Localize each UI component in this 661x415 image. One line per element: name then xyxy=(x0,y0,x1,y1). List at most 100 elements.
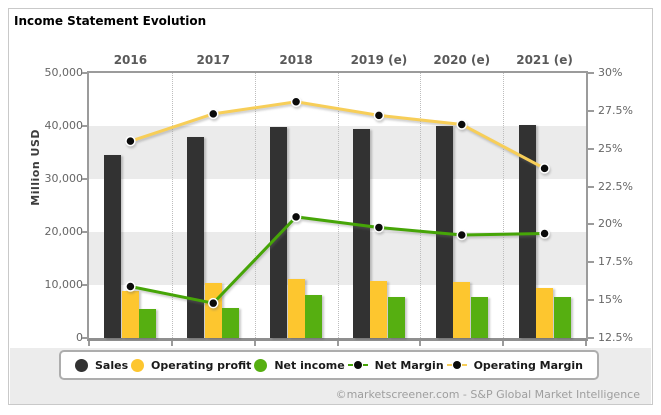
right-axis-tick-label: 20% xyxy=(598,217,623,231)
left-axis-tick-label: 40,000 xyxy=(44,119,84,132)
operating-margin-point xyxy=(539,163,550,174)
bar-sales xyxy=(518,125,536,338)
bar-operating-profit xyxy=(453,281,471,338)
bar-operating-profit xyxy=(121,291,139,338)
right-axis-tick-label: 12.5% xyxy=(598,331,633,344)
right-axis-tick-label: 27.5% xyxy=(598,103,633,117)
net-margin-point xyxy=(456,229,467,241)
bar-net-income xyxy=(139,308,157,338)
legend-dash xyxy=(362,364,368,366)
legend-label: Net income xyxy=(274,358,345,372)
x-axis-tick xyxy=(336,341,339,346)
right-axis-tick-label: 30% xyxy=(598,66,623,79)
bar-net-income xyxy=(470,297,488,338)
bar-sales xyxy=(270,126,288,338)
right-axis-tick-label: 22.5% xyxy=(598,179,633,193)
income-statement-widget: Income Statement Evolution Million USD 2… xyxy=(8,8,653,405)
bar-sales xyxy=(104,155,122,338)
vertical-gridline xyxy=(503,73,505,338)
bar-operating-profit xyxy=(536,288,554,338)
year-label: 2018 xyxy=(279,53,313,67)
left-axis-tick xyxy=(82,231,88,233)
operating-margin-point xyxy=(125,135,136,147)
left-axis-title: Million USD xyxy=(29,129,42,206)
legend-dash xyxy=(446,364,452,366)
net-margin-line xyxy=(130,215,545,305)
right-axis-tick xyxy=(588,299,594,302)
legend-label: Sales xyxy=(95,358,129,372)
left-axis-tick-label: 30,000 xyxy=(44,172,84,185)
legend-dot xyxy=(452,361,461,369)
year-label: 2019 (e) xyxy=(350,53,408,67)
operating-margin-point xyxy=(456,119,467,130)
right-axis-tick xyxy=(588,109,594,112)
left-axis-tick-label: 50,000 xyxy=(44,66,84,79)
year-label: 2016 xyxy=(113,53,148,67)
vertical-gridline xyxy=(254,73,256,338)
legend-label: Net Margin xyxy=(374,358,444,372)
right-axis-tick xyxy=(588,185,594,188)
legend-dash xyxy=(347,364,353,366)
left-axis-tick-label: 20,000 xyxy=(44,225,84,238)
net-margin-point xyxy=(539,228,550,239)
x-axis-tick xyxy=(88,341,90,346)
bar-net-income xyxy=(305,294,323,338)
right-axis-tick-label: 15% xyxy=(598,293,623,307)
legend-item-net-income[interactable]: Net income xyxy=(254,358,345,372)
bar-sales xyxy=(352,128,370,338)
net-margin-point xyxy=(373,222,385,233)
plot-area xyxy=(89,73,586,338)
right-axis-tick xyxy=(588,223,594,226)
left-axis-tick-label: 0 xyxy=(76,331,83,344)
legend: Sales Operating profit Net income Net Margi… xyxy=(59,350,599,380)
chart-canvas: Million USD 2016 2017 2018 2019 (e) 2020 (e)… xyxy=(9,9,652,404)
legend-item-sales[interactable]: Sales xyxy=(75,358,129,372)
right-axis-tick-label: 25% xyxy=(598,141,623,155)
legend-label: Operating profit xyxy=(151,358,252,372)
legend-item-net-margin[interactable]: Net Margin xyxy=(347,358,444,372)
vertical-gridline xyxy=(337,73,339,338)
margin-lines-layer xyxy=(125,96,550,309)
vertical-gridline xyxy=(171,73,173,338)
left-axis-tick xyxy=(82,125,88,127)
bar-net-income xyxy=(387,297,405,338)
legend-label: Operating Margin xyxy=(473,358,583,372)
right-axis-tick xyxy=(588,147,594,150)
operating-margin-line xyxy=(129,100,546,170)
x-axis-tick xyxy=(585,341,587,346)
x-axis-tick xyxy=(502,341,505,346)
footer-credit: ©marketscreener.com - S&P Global Market … xyxy=(335,388,640,401)
legend-item-operating-margin[interactable]: Operating Margin xyxy=(446,358,583,372)
bar-operating-profit xyxy=(287,279,305,338)
right-axis-tick-label: 17.5% xyxy=(598,255,633,269)
x-axis-tick xyxy=(419,341,422,346)
left-axis-tick xyxy=(82,72,88,74)
legend-line-marker xyxy=(446,361,467,369)
bar-net-income xyxy=(222,308,240,338)
operating-margin-point xyxy=(373,110,385,121)
legend-line-marker xyxy=(347,361,368,369)
left-axis-tick xyxy=(82,337,88,339)
legend-dash xyxy=(461,364,467,366)
operating-margin-point xyxy=(290,96,302,108)
right-axis-tick xyxy=(588,337,594,339)
bar-operating-profit xyxy=(370,281,388,338)
legend-item-operating-profit[interactable]: Operating profit xyxy=(131,358,252,372)
legend-dot xyxy=(353,361,362,369)
legend-circle-marker xyxy=(75,358,88,372)
right-axis-tick xyxy=(588,72,594,74)
bar-sales xyxy=(187,136,205,338)
x-axis-tick xyxy=(253,341,256,346)
year-label: 2020 (e) xyxy=(433,53,491,67)
bar-net-income xyxy=(553,296,571,338)
net-margin-point xyxy=(208,297,219,309)
net-margin-point xyxy=(290,211,302,223)
x-axis-tick xyxy=(170,341,173,346)
vertical-gridline xyxy=(420,73,422,338)
chart-title: Income Statement Evolution xyxy=(14,14,207,28)
net-margin-point xyxy=(125,281,136,292)
legend-circle-marker xyxy=(131,358,145,372)
left-axis-tick xyxy=(82,178,88,180)
year-label: 2017 xyxy=(196,53,230,67)
left-axis-tick xyxy=(82,284,88,286)
